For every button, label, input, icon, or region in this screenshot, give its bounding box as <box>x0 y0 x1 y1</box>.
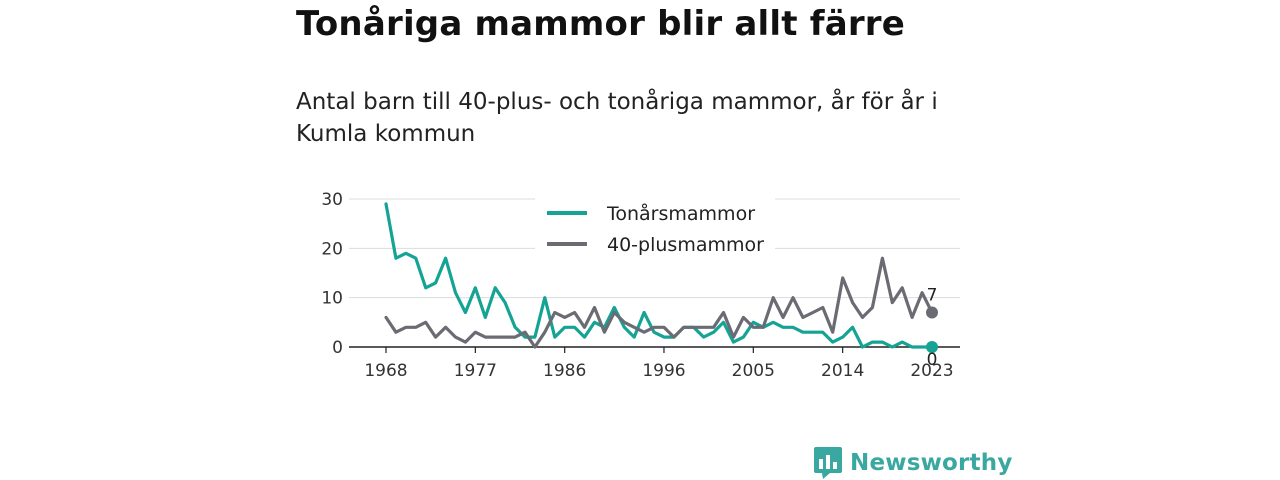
y-tick-label: 20 <box>321 239 343 259</box>
legend: Tonårsmammor 40-plusmammor <box>535 196 775 262</box>
legend-label-0: Tonårsmammor <box>606 202 755 225</box>
legend-label-1: 40-plusmammor <box>607 234 764 256</box>
series-end-marker-0 <box>926 341 938 353</box>
chart-title: Tonåriga mammor blir allt färre <box>296 4 906 44</box>
series-end-marker-1 <box>926 306 938 319</box>
newsworthy-logo-icon <box>814 447 842 479</box>
x-tick-label: 2014 <box>821 361 864 381</box>
series-end-label-1: 7 <box>927 285 938 305</box>
axes: 0 10 20 30 1968 1977 1986 1996 2005 2014 2023 <box>321 190 960 381</box>
series-line-0 <box>384 202 934 349</box>
x-tick-label: 1996 <box>642 361 685 381</box>
legend-background <box>535 196 775 262</box>
y-tick-label: 30 <box>321 190 343 210</box>
x-tick-label: 2023 <box>910 361 953 381</box>
chart-subtitle: Antal barn till 40-plus- och tonåriga ma… <box>296 89 938 147</box>
x-tick-label: 1968 <box>364 361 407 381</box>
brand-name: Newsworthy <box>850 450 1013 476</box>
series-lines: 07 <box>384 202 938 370</box>
series-end-label-0: 0 <box>927 350 938 370</box>
newsworthy-logo: Newsworthy <box>814 446 1013 480</box>
x-tick-label: 1986 <box>543 361 586 381</box>
x-tick-label: 2005 <box>732 361 775 381</box>
y-tick-label: 10 <box>321 289 343 309</box>
y-tick-label: 0 <box>332 338 343 358</box>
x-tick-label: 1977 <box>454 361 497 381</box>
series-line-1 <box>384 256 934 349</box>
